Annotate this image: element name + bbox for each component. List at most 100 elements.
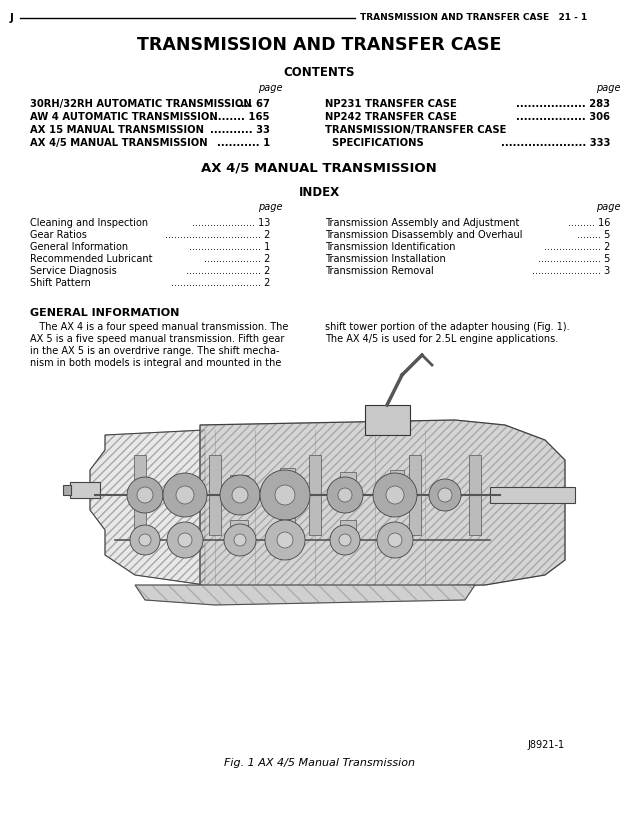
Text: AX 5 is a five speed manual transmission. Fifth gear: AX 5 is a five speed manual transmission… bbox=[30, 334, 285, 344]
Bar bbox=[134, 455, 146, 535]
Bar bbox=[280, 518, 295, 530]
Text: nism in both models is integral and mounted in the: nism in both models is integral and moun… bbox=[30, 358, 281, 368]
Text: J8921-1: J8921-1 bbox=[528, 740, 565, 750]
Text: .... 67: .... 67 bbox=[237, 99, 270, 109]
Circle shape bbox=[178, 533, 192, 547]
Circle shape bbox=[275, 485, 295, 505]
Text: Cleaning and Inspection: Cleaning and Inspection bbox=[30, 218, 148, 228]
Circle shape bbox=[277, 532, 293, 548]
Text: Service Diagnosis: Service Diagnosis bbox=[30, 266, 117, 276]
Circle shape bbox=[127, 477, 163, 513]
Circle shape bbox=[163, 473, 207, 517]
Text: The AX 4/5 is used for 2.5L engine applications.: The AX 4/5 is used for 2.5L engine appli… bbox=[325, 334, 558, 344]
Text: ........... 1: ........... 1 bbox=[217, 138, 270, 148]
Text: shift tower portion of the adapter housing (Fig. 1).: shift tower portion of the adapter housi… bbox=[325, 322, 570, 332]
Circle shape bbox=[234, 534, 246, 546]
Text: General Information: General Information bbox=[30, 242, 128, 252]
Circle shape bbox=[265, 520, 305, 560]
Bar bbox=[85, 400, 570, 730]
Circle shape bbox=[438, 488, 452, 502]
Circle shape bbox=[137, 487, 153, 503]
Text: Recommended Lubricant: Recommended Lubricant bbox=[30, 254, 152, 264]
Bar bbox=[340, 520, 356, 530]
Text: Transmission Disassembly and Overhaul: Transmission Disassembly and Overhaul bbox=[325, 230, 523, 240]
Text: Shift Pattern: Shift Pattern bbox=[30, 278, 91, 288]
Polygon shape bbox=[90, 430, 205, 585]
Text: AW 4 AUTOMATIC TRANSMISSION: AW 4 AUTOMATIC TRANSMISSION bbox=[30, 112, 218, 122]
Bar bbox=[490, 487, 575, 503]
Text: J: J bbox=[10, 13, 14, 23]
Text: ......................... 2: ......................... 2 bbox=[186, 266, 270, 276]
Text: Transmission Installation: Transmission Installation bbox=[325, 254, 446, 264]
Text: AX 4/5 MANUAL TRANSMISSION: AX 4/5 MANUAL TRANSMISSION bbox=[30, 138, 207, 148]
Text: Transmission Removal: Transmission Removal bbox=[325, 266, 434, 276]
Text: ........... 33: ........... 33 bbox=[210, 125, 270, 135]
Text: .............................. 2: .............................. 2 bbox=[170, 278, 270, 288]
Text: TRANSMISSION/TRANSFER CASE: TRANSMISSION/TRANSFER CASE bbox=[325, 125, 507, 135]
Bar bbox=[409, 455, 421, 535]
Circle shape bbox=[232, 487, 248, 503]
Text: TRANSMISSION AND TRANSFER CASE   21 - 1: TRANSMISSION AND TRANSFER CASE 21 - 1 bbox=[360, 13, 587, 22]
Text: ..................... 13: ..................... 13 bbox=[191, 218, 270, 228]
Text: ........ 5: ........ 5 bbox=[577, 230, 610, 240]
Text: GENERAL INFORMATION: GENERAL INFORMATION bbox=[30, 308, 179, 318]
Circle shape bbox=[330, 525, 360, 555]
Text: ......... 16: ......... 16 bbox=[568, 218, 610, 228]
Circle shape bbox=[338, 488, 352, 502]
Text: ....................... 3: ....................... 3 bbox=[531, 266, 610, 276]
Bar bbox=[365, 405, 410, 435]
Text: INDEX: INDEX bbox=[299, 186, 339, 198]
Text: page: page bbox=[596, 202, 620, 212]
Text: ......... 165: ......... 165 bbox=[211, 112, 270, 122]
Text: ................... 2: ................... 2 bbox=[544, 242, 610, 252]
Circle shape bbox=[167, 522, 203, 558]
Text: ................................ 2: ................................ 2 bbox=[165, 230, 270, 240]
Bar bbox=[230, 520, 248, 530]
Text: TRANSMISSION AND TRANSFER CASE: TRANSMISSION AND TRANSFER CASE bbox=[137, 36, 501, 54]
Text: .................. 283: .................. 283 bbox=[516, 99, 610, 109]
Text: ................... 2: ................... 2 bbox=[204, 254, 270, 264]
Circle shape bbox=[130, 525, 160, 555]
Bar bbox=[469, 455, 481, 535]
Circle shape bbox=[220, 475, 260, 515]
Text: ..................... 5: ..................... 5 bbox=[538, 254, 610, 264]
Bar bbox=[280, 468, 295, 480]
Text: AX 4/5 MANUAL TRANSMISSION: AX 4/5 MANUAL TRANSMISSION bbox=[201, 162, 437, 174]
Circle shape bbox=[139, 534, 151, 546]
Text: NP231 TRANSFER CASE: NP231 TRANSFER CASE bbox=[325, 99, 457, 109]
Text: The AX 4 is a four speed manual transmission. The: The AX 4 is a four speed manual transmis… bbox=[30, 322, 288, 332]
Circle shape bbox=[339, 534, 351, 546]
Text: Transmission Assembly and Adjustment: Transmission Assembly and Adjustment bbox=[325, 218, 519, 228]
Bar bbox=[340, 472, 356, 482]
Text: page: page bbox=[258, 83, 282, 93]
Text: SPECIFICATIONS: SPECIFICATIONS bbox=[325, 138, 424, 148]
Text: NP242 TRANSFER CASE: NP242 TRANSFER CASE bbox=[325, 112, 457, 122]
Text: ...................... 333: ...................... 333 bbox=[501, 138, 610, 148]
Polygon shape bbox=[135, 585, 475, 605]
Polygon shape bbox=[200, 420, 565, 590]
Bar bbox=[209, 455, 221, 535]
Text: ........................ 1: ........................ 1 bbox=[189, 242, 270, 252]
Text: page: page bbox=[596, 83, 620, 93]
Circle shape bbox=[176, 486, 194, 504]
Circle shape bbox=[260, 470, 310, 520]
Bar bbox=[63, 485, 71, 495]
Circle shape bbox=[429, 479, 461, 511]
Text: Gear Ratios: Gear Ratios bbox=[30, 230, 87, 240]
Circle shape bbox=[373, 473, 417, 517]
Text: CONTENTS: CONTENTS bbox=[283, 67, 355, 79]
Text: 30RH/32RH AUTOMATIC TRANSMISSION: 30RH/32RH AUTOMATIC TRANSMISSION bbox=[30, 99, 252, 109]
Bar bbox=[70, 482, 100, 498]
Text: page: page bbox=[258, 202, 282, 212]
Text: in the AX 5 is an overdrive range. The shift mecha-: in the AX 5 is an overdrive range. The s… bbox=[30, 346, 279, 356]
Circle shape bbox=[386, 486, 404, 504]
Text: AX 15 MANUAL TRANSMISSION: AX 15 MANUAL TRANSMISSION bbox=[30, 125, 204, 135]
Bar bbox=[309, 455, 321, 535]
Circle shape bbox=[327, 477, 363, 513]
Text: .................. 306: .................. 306 bbox=[516, 112, 610, 122]
Text: Fig. 1 AX 4/5 Manual Transmission: Fig. 1 AX 4/5 Manual Transmission bbox=[223, 758, 415, 768]
Bar bbox=[230, 475, 248, 485]
Circle shape bbox=[388, 533, 402, 547]
Text: Transmission Identification: Transmission Identification bbox=[325, 242, 456, 252]
Bar bbox=[390, 470, 404, 480]
